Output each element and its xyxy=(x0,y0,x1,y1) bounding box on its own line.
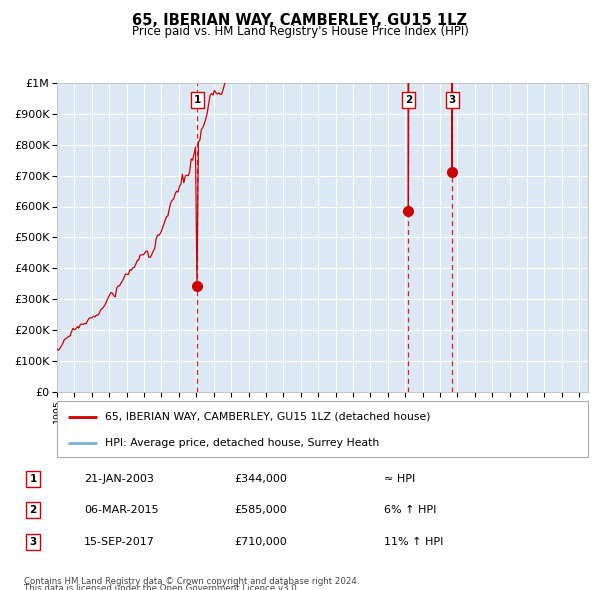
Text: HPI: Average price, detached house, Surrey Heath: HPI: Average price, detached house, Surr… xyxy=(105,438,379,448)
Text: 1: 1 xyxy=(29,474,37,484)
Text: 2: 2 xyxy=(405,94,412,104)
Text: 15-SEP-2017: 15-SEP-2017 xyxy=(84,537,155,546)
Text: Price paid vs. HM Land Registry's House Price Index (HPI): Price paid vs. HM Land Registry's House … xyxy=(131,25,469,38)
Text: 2: 2 xyxy=(29,506,37,515)
Text: Contains HM Land Registry data © Crown copyright and database right 2024.: Contains HM Land Registry data © Crown c… xyxy=(24,577,359,586)
Text: 11% ↑ HPI: 11% ↑ HPI xyxy=(384,537,443,546)
Text: 6% ↑ HPI: 6% ↑ HPI xyxy=(384,506,436,515)
Text: 1: 1 xyxy=(194,94,201,104)
Text: This data is licensed under the Open Government Licence v3.0.: This data is licensed under the Open Gov… xyxy=(24,584,299,590)
Text: 06-MAR-2015: 06-MAR-2015 xyxy=(84,506,158,515)
Text: £710,000: £710,000 xyxy=(234,537,287,546)
Text: 65, IBERIAN WAY, CAMBERLEY, GU15 1LZ: 65, IBERIAN WAY, CAMBERLEY, GU15 1LZ xyxy=(133,13,467,28)
Text: £585,000: £585,000 xyxy=(234,506,287,515)
Text: ≈ HPI: ≈ HPI xyxy=(384,474,415,484)
Text: 65, IBERIAN WAY, CAMBERLEY, GU15 1LZ (detached house): 65, IBERIAN WAY, CAMBERLEY, GU15 1LZ (de… xyxy=(105,412,430,422)
Text: 21-JAN-2003: 21-JAN-2003 xyxy=(84,474,154,484)
Text: 3: 3 xyxy=(449,94,456,104)
Text: £344,000: £344,000 xyxy=(234,474,287,484)
Text: 3: 3 xyxy=(29,537,37,546)
